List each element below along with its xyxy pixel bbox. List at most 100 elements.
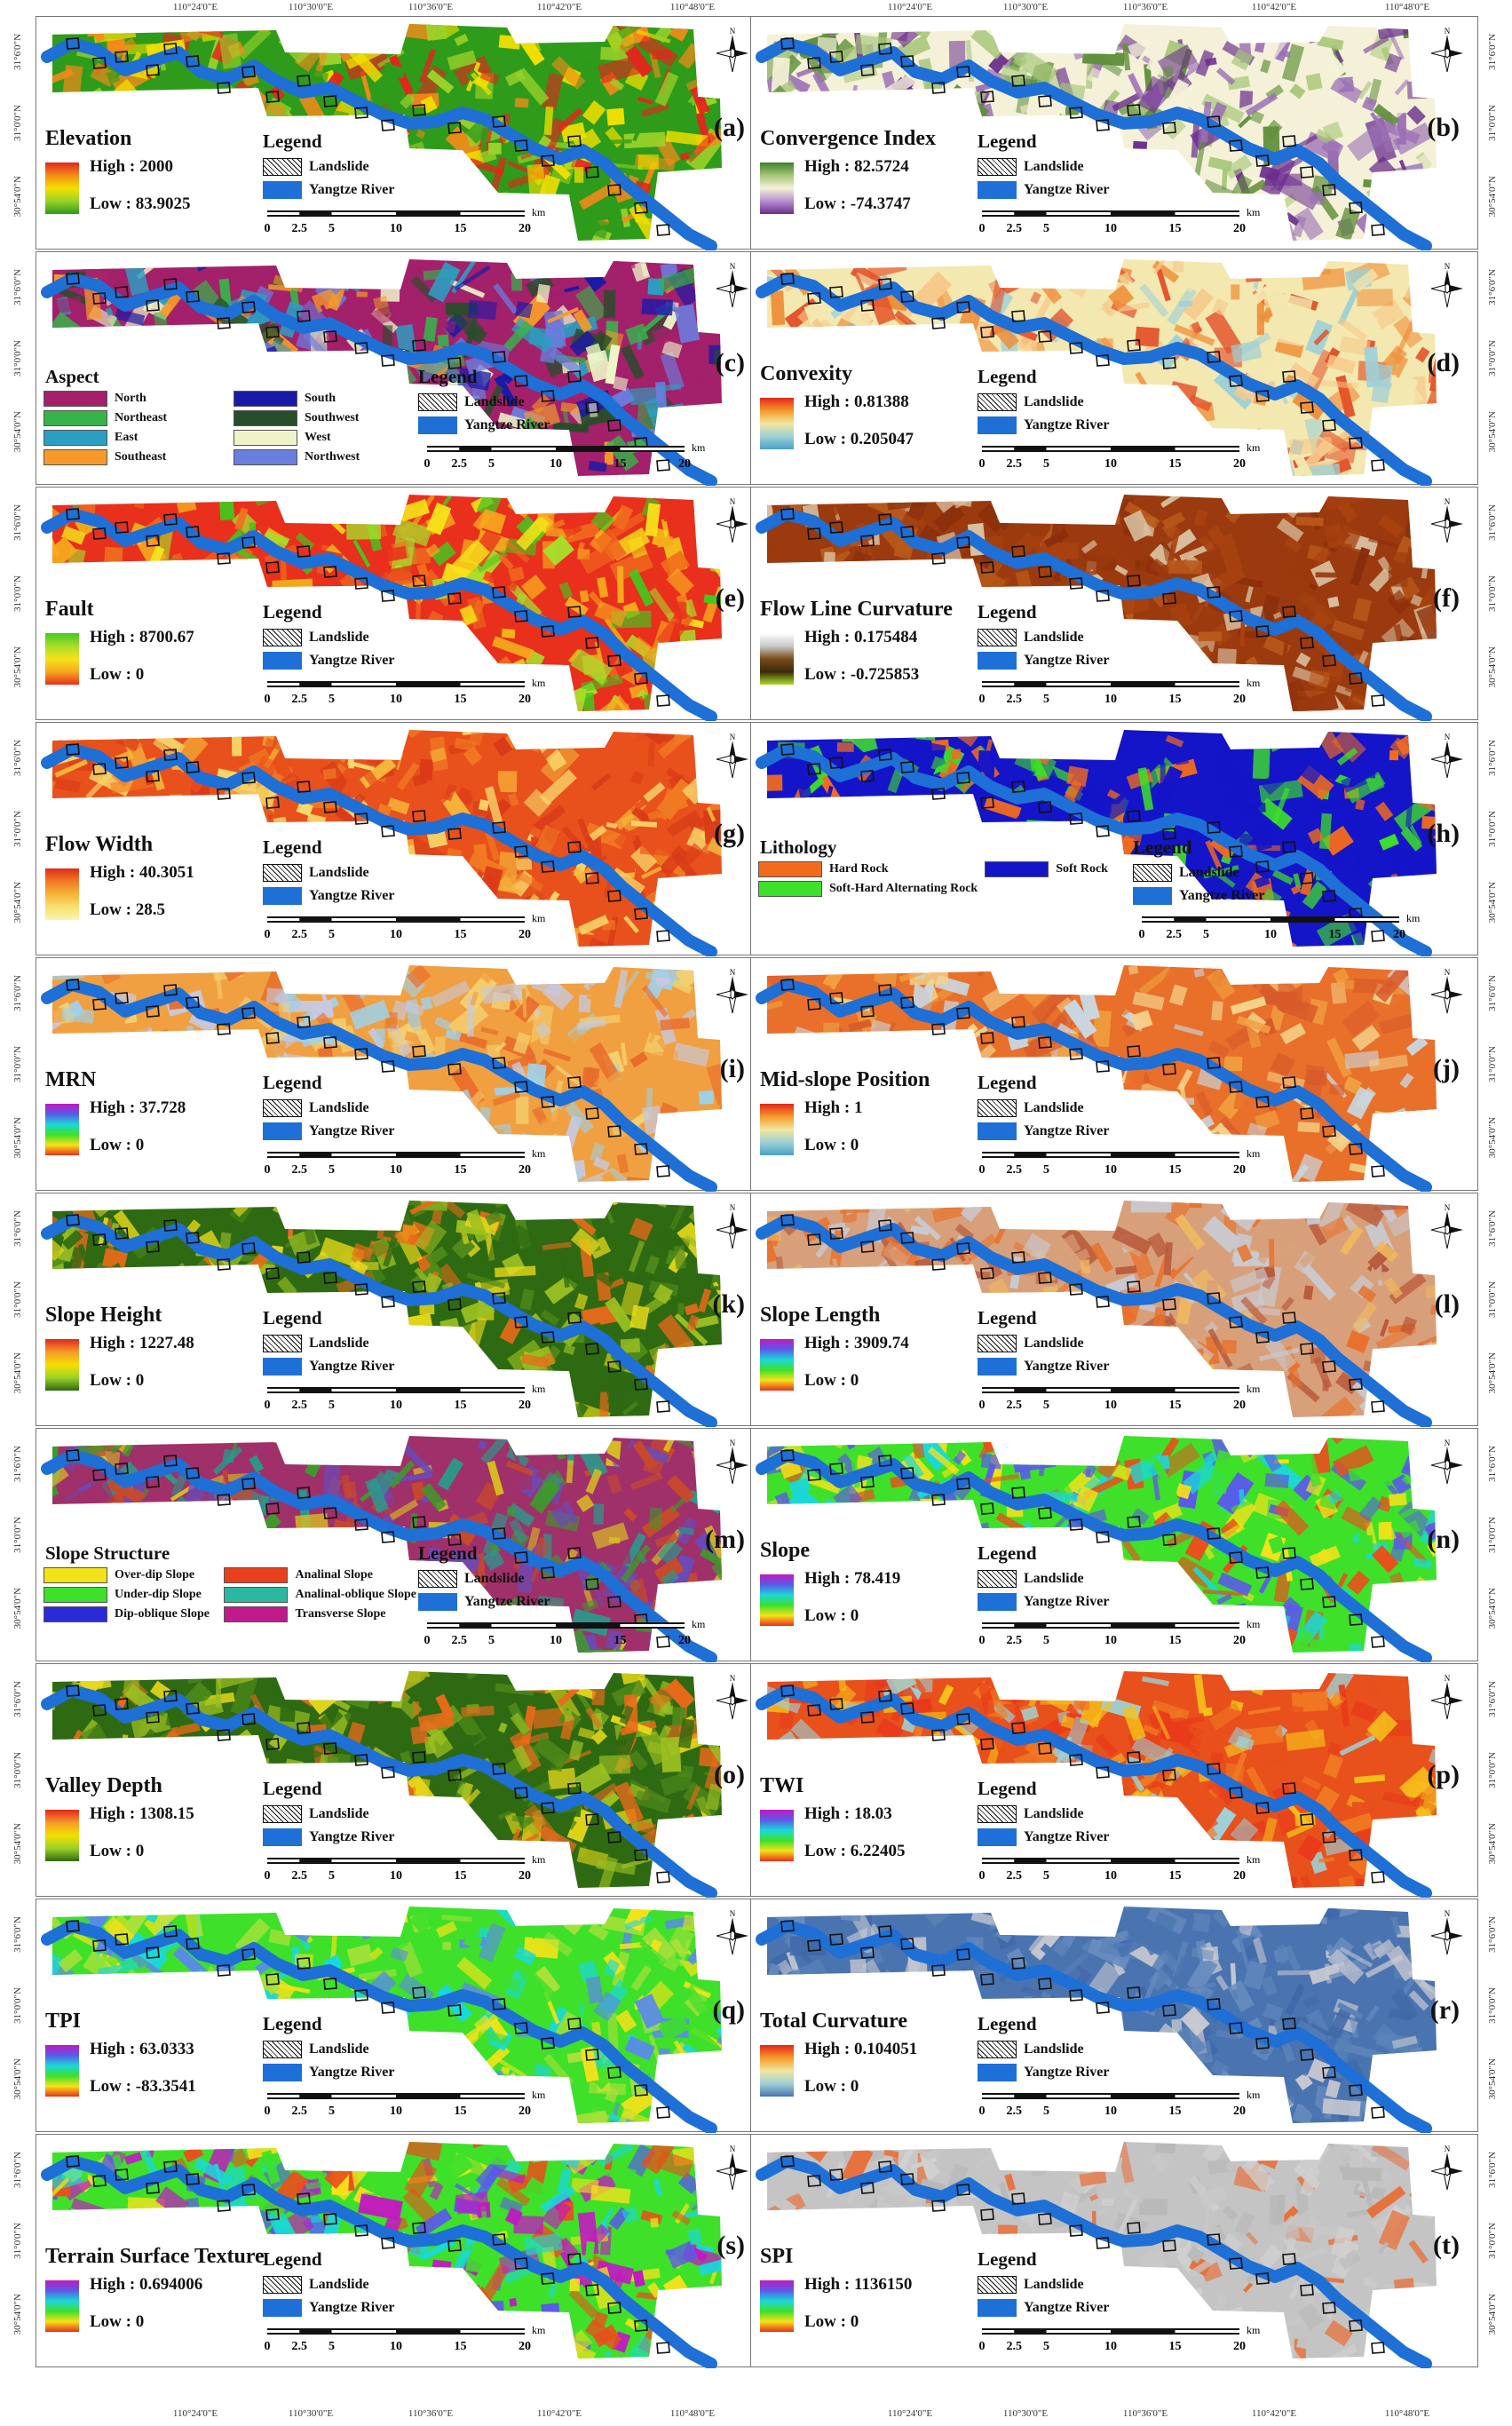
scale-tick-label: 0 xyxy=(979,1634,986,1647)
legend-title: Legend xyxy=(978,2013,1037,2034)
scale-tick-label: 20 xyxy=(519,2340,531,2353)
landslide-polygon xyxy=(381,2237,395,2249)
map-legend: Legend Landslide Yangtze River xyxy=(263,2248,440,2317)
category-label: Hard Rock xyxy=(829,862,889,876)
landslide-polygon xyxy=(217,317,231,329)
longitude-label-top: 110°48'0"E xyxy=(1384,2,1430,12)
landslide-polygon xyxy=(492,1763,506,1775)
landslide-polygon xyxy=(1038,1272,1052,1284)
landslide-polygon xyxy=(115,1463,129,1475)
legend-row-river: Yangtze River xyxy=(978,1593,1155,1611)
landslide-polygon xyxy=(829,992,843,1004)
category-item: Over-dip Slope xyxy=(44,1567,217,1583)
landslide-polygon xyxy=(1069,107,1083,119)
landslide-polygon xyxy=(265,1032,280,1044)
landslide-polygon xyxy=(656,1636,670,1648)
gradient-ramp xyxy=(760,1339,794,1391)
latitude-label-right: 31°0'0"N xyxy=(1487,1281,1498,1318)
landslide-polygon xyxy=(1096,1296,1110,1308)
landslide-polygon xyxy=(1229,1551,1243,1564)
scale-tick-label: 10 xyxy=(390,222,402,235)
landslide-polygon xyxy=(1127,1986,1141,1999)
scale-tick-label: 20 xyxy=(1233,222,1246,235)
yangtze-river xyxy=(41,743,717,956)
scale-bar: 0 2.5 5 10 15 20 km xyxy=(973,1617,1266,1656)
landslide-polygon xyxy=(1282,135,1296,147)
legend-row-landslide: Landslide xyxy=(1133,864,1310,882)
landslide-polygon xyxy=(656,694,670,707)
landslide-polygon xyxy=(1011,1957,1025,1970)
category-swatch xyxy=(234,391,297,407)
scale-tick-label: 15 xyxy=(455,1399,467,1412)
landslide-polygon xyxy=(860,299,875,312)
landslide-polygon xyxy=(956,1478,970,1490)
landslide-polygon xyxy=(1069,1048,1083,1060)
gradient-ramp xyxy=(760,1574,794,1626)
legend-row-river: Yangtze River xyxy=(978,1122,1155,1140)
panel-label: (q) xyxy=(712,1995,745,2025)
legend-label: Landslide xyxy=(309,1806,369,1821)
panel-label: (s) xyxy=(716,2231,745,2260)
scale-tick-label: 2.5 xyxy=(1007,1399,1023,1412)
scale-tick-label: 0 xyxy=(265,2105,271,2118)
landslide-polygon xyxy=(354,2224,368,2237)
gradient-ramp xyxy=(45,1104,79,1155)
scale-tick-label: 15 xyxy=(614,457,627,471)
legend-high: High : 82.5724 xyxy=(804,157,909,176)
landslide-swatch xyxy=(978,1099,1017,1117)
map-panel: N (q) TPI High : 63.0333 Low : -83.3541 Legen… xyxy=(36,1899,764,2133)
scale-tick-label: 10 xyxy=(1104,457,1117,471)
category-item: East xyxy=(44,430,226,446)
scale-tick-label: 5 xyxy=(488,1634,495,1647)
landslide-polygon xyxy=(265,561,280,574)
landslide-polygon xyxy=(1349,1378,1363,1391)
landslide-polygon xyxy=(541,625,555,638)
scale-unit: km xyxy=(1247,2324,1261,2336)
landslide-polygon xyxy=(241,536,256,549)
landslide-polygon xyxy=(931,82,946,94)
scale-bar: 0 2.5 5 10 15 20 km xyxy=(973,440,1266,480)
map-legend: Legend Landslide Yangtze River xyxy=(263,601,440,670)
landslide-polygon xyxy=(1162,1063,1176,1075)
landslide-polygon xyxy=(115,1698,129,1710)
latitude-label-left: 31°6'0"N xyxy=(12,2152,23,2188)
landslide-polygon xyxy=(807,57,821,69)
landslide-swatch xyxy=(418,393,457,411)
landslide-polygon xyxy=(1300,401,1314,414)
latitude-label-left: 30°54'0"N xyxy=(12,882,23,924)
category-label: East xyxy=(115,431,139,444)
map-canvas xyxy=(41,1436,722,1662)
map-canvas xyxy=(41,24,722,250)
map-legend: Legend Landslide Yangtze River xyxy=(978,2248,1155,2317)
landslide-polygon xyxy=(1300,166,1314,178)
scale-tick-label: 10 xyxy=(390,1399,402,1412)
map-panel: N (r) Total Curvature High : 0.104051 Low : … xyxy=(750,1899,1478,2133)
scale-tick-label: 0 xyxy=(979,693,986,706)
landslide-polygon xyxy=(447,2240,462,2252)
landslide-polygon xyxy=(241,772,256,784)
scale-unit: km xyxy=(532,2089,546,2101)
scale-tick-label: 2.5 xyxy=(1007,1634,1023,1647)
landslide-polygon xyxy=(931,317,946,329)
yangtze-river xyxy=(756,1449,1432,1662)
landslide-polygon xyxy=(1038,1507,1052,1519)
legend-row-river: Yangtze River xyxy=(418,1593,596,1611)
legend-label: Landslide xyxy=(1024,394,1084,409)
legend-label: Yangtze River xyxy=(309,888,395,903)
landslide-polygon xyxy=(634,2084,648,2097)
yangtze-river xyxy=(756,508,1432,721)
scale-tick-label: 5 xyxy=(329,1163,335,1177)
legend-label: Yangtze River xyxy=(1024,1359,1110,1374)
gradient-ramp xyxy=(45,163,79,214)
panel-label: (j) xyxy=(1433,1054,1460,1083)
legend-row-landslide: Landslide xyxy=(978,1570,1155,1588)
legend-label: Landslide xyxy=(1024,2277,1084,2292)
legend-label: Landslide xyxy=(464,394,525,409)
landslide-polygon xyxy=(1096,825,1110,837)
latitude-label-left: 31°6'0"N xyxy=(12,269,23,305)
map-legend: Legend Landslide Yangtze River xyxy=(978,131,1155,199)
latitude-label-left: 31°6'0"N xyxy=(12,1210,23,1247)
landslide-polygon xyxy=(412,575,426,587)
landslide-polygon xyxy=(186,1702,200,1715)
landslide-polygon xyxy=(980,1267,994,1280)
